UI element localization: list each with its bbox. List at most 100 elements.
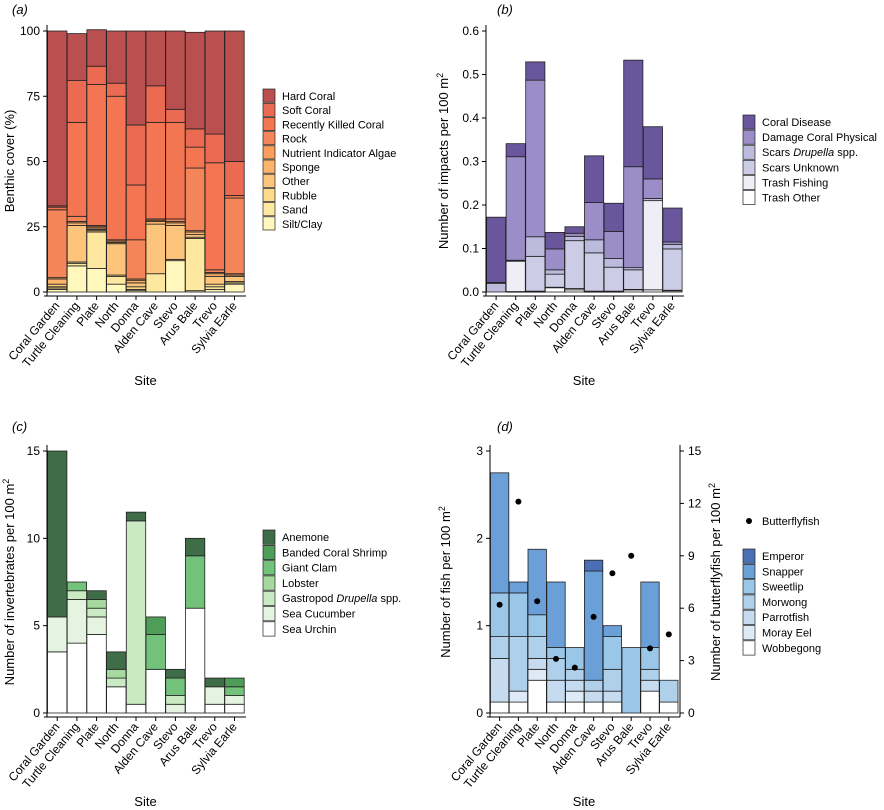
legend-label-hard-coral: Hard Coral <box>282 91 335 103</box>
y2-tick-label-d: 6 <box>688 601 695 615</box>
bar-c-sea-cucumber-turtle-cleaning <box>66 599 87 644</box>
bar-b-coral-disease-sylvia-earle <box>662 207 683 243</box>
bar-a-recently-killed-coral-stevo <box>165 121 186 220</box>
legend-label-giant-clam: Giant Clam <box>282 563 337 575</box>
bar-d-emperor-alden-cave <box>584 559 604 572</box>
legend-key-morwong <box>742 594 756 610</box>
legend-key-moray-eel <box>742 625 756 641</box>
legend-key-coral-disease <box>742 114 756 130</box>
bar-d-snapper-north <box>546 581 566 648</box>
bar-c-sea-cucumber-sylvia-earle <box>224 695 245 705</box>
bar-c-gastropod-drupella-spp-donna <box>125 520 147 705</box>
point-butterflyfish-stevo <box>609 570 616 577</box>
legend-label-wobbegong: Wobbegong <box>762 643 821 655</box>
bar-a-other-stevo <box>165 225 186 260</box>
bar-d-snapper-stevo <box>602 625 623 637</box>
bar-c-lobster-plate <box>86 599 107 609</box>
bar-c-gastropod-drupella-spp-north <box>106 677 127 688</box>
bar-a-silt-clay-stevo <box>165 260 186 293</box>
point-butterflyfish-trevo <box>647 645 653 652</box>
legend-key-recently-killed-coral <box>262 117 276 131</box>
bar-a-hard-coral-plate <box>86 29 107 67</box>
bar-c-sea-urchin-trevo <box>204 703 225 714</box>
legend-label-rock: Rock <box>282 134 308 146</box>
y-tick-label-c: 0 <box>33 706 40 720</box>
bar-d-morwong-donna <box>565 668 585 681</box>
legend-label-italic: Drupella <box>793 147 834 159</box>
y-tick-label-a: 50 <box>27 155 41 169</box>
bar-a-hard-coral-coral-garden <box>47 30 68 207</box>
y-tick-label-c: 10 <box>27 531 41 545</box>
legend-key-sea-cucumber <box>262 606 276 622</box>
point-butterflyfish-plate <box>534 598 541 605</box>
legend-key-emperor <box>742 548 756 564</box>
bar-a-rock-arus-bale <box>184 167 206 232</box>
bar-d-wobbegong-turtle-cleaning <box>508 701 529 714</box>
y-tick-label-b: 0.6 <box>462 24 479 38</box>
bar-d-sweetlip-plate <box>527 614 547 637</box>
bar-b-damage-coral-physical-north <box>544 248 565 271</box>
panel-label-b: (b) <box>497 2 513 17</box>
legend-key-butterflyfish <box>746 518 752 524</box>
bar-a-soft-coral-sylvia-earle <box>224 161 245 196</box>
point-butterflyfish-arus-bale <box>628 552 635 559</box>
legend-key-rubble <box>262 188 276 202</box>
bar-c-anemone-north <box>106 651 127 670</box>
point-butterflyfish-coral-garden <box>496 601 503 608</box>
bar-d-parrotfish-alden-cave <box>584 690 604 703</box>
bar-a-silt-clay-turtle-cleaning <box>66 265 87 293</box>
legend-d: Emperor Snapper Sweetlip Morwong Parrotfish M… <box>742 548 821 656</box>
bar-d-moray-eel-donna <box>565 690 585 703</box>
bar-d-snapper-turtle-cleaning <box>508 581 529 594</box>
legend-key-sea-urchin <box>262 621 276 637</box>
bar-d-wobbegong-plate <box>527 679 547 714</box>
legend-key-giant-clam <box>262 560 276 576</box>
bar-b-coral-disease-donna <box>564 226 585 234</box>
bar-d-morwong-trevo <box>640 668 660 681</box>
legend-key-trash-other <box>742 190 756 205</box>
legend-key-scars-drupella-spp <box>742 144 756 160</box>
legend-label-snapper: Snapper <box>762 566 804 578</box>
bar-d-wobbegong-sylvia-earle <box>659 701 679 714</box>
bar-b-coral-disease-coral-garden <box>486 216 507 283</box>
bar-b-trash-other-north <box>544 287 565 293</box>
bar-d-sweetlip-arus-bale <box>621 647 641 714</box>
y2-axis-title-sup-d: 2 <box>707 483 717 488</box>
bar-a-other-sylvia-earle <box>224 275 245 282</box>
legend-label-anemone: Anemone <box>282 532 329 544</box>
y-tick-label-a: 100 <box>20 24 40 38</box>
bar-b-scars-drupella-spp-coral-garden <box>486 282 507 293</box>
bar-d-snapper-coral-garden <box>489 472 510 594</box>
legend-c: Anemone Banded Coral Shrimp Giant Clam Lobs… <box>262 529 401 637</box>
legend-label-trash-fishing: Trash Fishing <box>762 177 828 189</box>
bar-b-scars-drupella-spp-stevo <box>603 258 624 268</box>
legend-label-sea-cucumber: Sea Cucumber <box>282 609 356 621</box>
bar-a-sand-arus-bale <box>184 238 206 292</box>
legend-label-recently-killed-coral: Recently Killed Coral <box>282 119 384 131</box>
y2-tick-label-d: 0 <box>688 706 695 720</box>
y-tick-label-b: 0.4 <box>462 111 479 125</box>
bar-b-coral-disease-turtle-cleaning <box>505 143 526 158</box>
y-axis-title-b: Number of impacts per 100 m2 <box>435 73 451 249</box>
y-tick-label-a: 0 <box>33 285 40 299</box>
bar-c-anemone-plate <box>86 590 107 600</box>
y-axis-title-d: Number of fish per 100 m2 <box>437 506 453 658</box>
bar-a-recently-killed-coral-turtle-cleaning <box>66 121 87 217</box>
bar-a-silt-clay-sylvia-earle <box>224 283 245 293</box>
legend-label-trash-other: Trash Other <box>762 193 821 205</box>
bar-a-sand-north <box>106 275 127 285</box>
bar-c-banded-coral-shrimp-sylvia-earle <box>224 677 245 688</box>
bar-b-coral-disease-stevo <box>603 202 624 232</box>
bar-b-coral-disease-north <box>544 232 565 250</box>
bar-a-other-north <box>106 243 127 276</box>
legend-key-damage-coral-physical <box>742 129 756 145</box>
bar-b-damage-coral-physical-turtle-cleaning <box>505 156 526 261</box>
bar-a-hard-coral-turtle-cleaning <box>66 33 87 81</box>
bar-a-recently-killed-coral-north <box>106 95 127 241</box>
bar-d-snapper-plate <box>527 548 547 616</box>
bar-d-wobbegong-donna <box>565 701 585 714</box>
bar-c-gastropod-drupella-spp-plate <box>86 607 107 618</box>
